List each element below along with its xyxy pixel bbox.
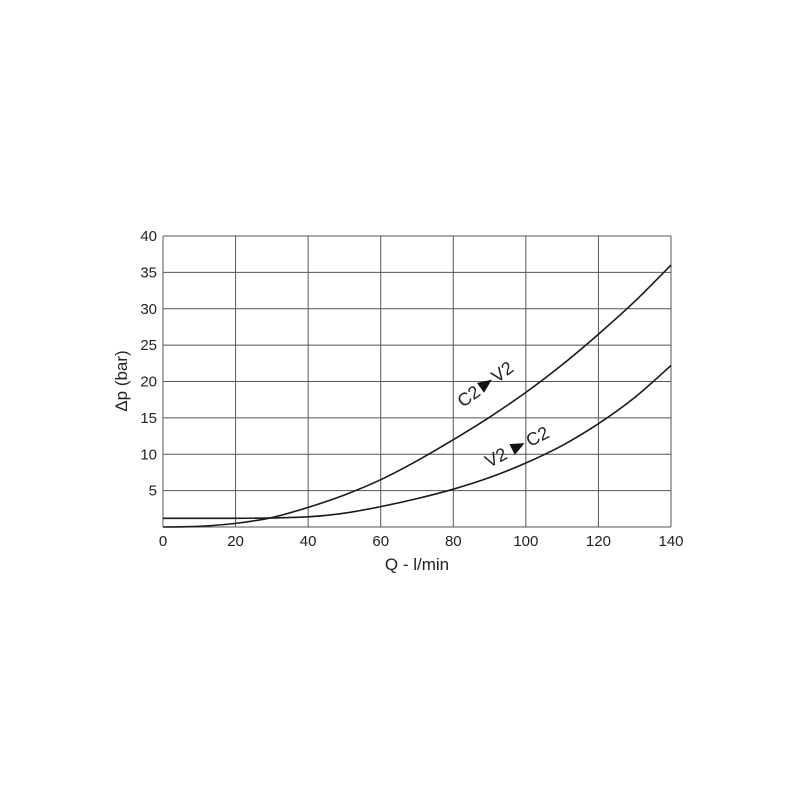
x-tick-label: 120	[586, 533, 611, 550]
series-line-c2-to-v2	[162, 264, 672, 528]
y-tick-label: 15	[140, 410, 157, 427]
label-to: V2	[488, 357, 518, 386]
grid	[162, 235, 672, 528]
x-tick-label: 20	[227, 533, 244, 550]
arrow-icon	[476, 379, 492, 393]
series-line-v2-to-c2	[163, 364, 672, 520]
x-tick-label: 0	[159, 533, 167, 550]
tick-labels: 0 20 40 60 80 100 120 140 5 10 15 20 25 30 35 40	[140, 228, 683, 550]
y-tick-label: 25	[140, 337, 157, 354]
y-tick-label: 5	[149, 483, 157, 500]
series-label-v2-c2: V2 C2	[482, 422, 553, 471]
x-tick-label: 100	[513, 533, 538, 550]
x-tick-label: 80	[445, 533, 462, 550]
x-axis-label: Q - l/min	[385, 555, 449, 574]
label-from: V2	[482, 444, 511, 472]
series-lines	[162, 264, 672, 528]
y-tick-label: 10	[140, 446, 157, 463]
series-label-c2-v2: C2 V2	[454, 357, 518, 411]
label-to: C2	[523, 422, 553, 450]
y-tick-label: 30	[140, 301, 157, 318]
arrow-icon	[509, 443, 525, 455]
x-tick-label: 140	[658, 533, 683, 550]
x-tick-label: 40	[300, 533, 317, 550]
y-tick-label: 20	[140, 374, 157, 391]
y-axis-label: Δp (bar)	[112, 350, 131, 411]
x-tick-label: 60	[372, 533, 389, 550]
y-tick-label: 40	[140, 228, 157, 245]
y-tick-label: 35	[140, 264, 157, 281]
